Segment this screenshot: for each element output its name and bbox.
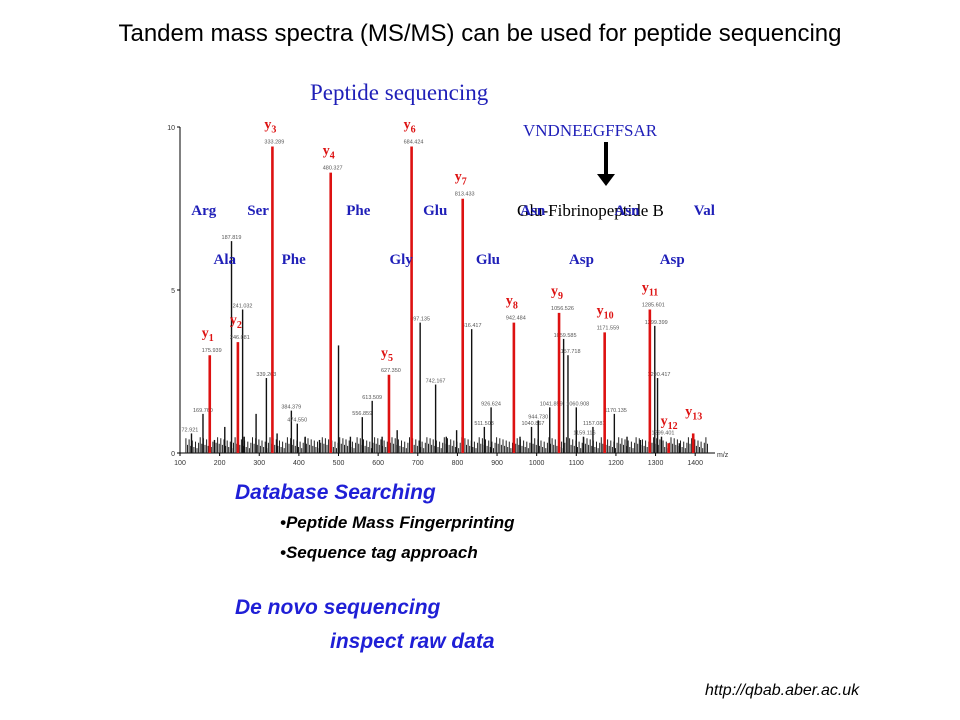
residue-label: Phe: [282, 252, 307, 268]
y-ion-label: y12: [661, 414, 678, 432]
x-tick-label: 700: [412, 460, 424, 467]
peak-mass-label: 684.424: [404, 140, 424, 146]
peak-mass-label: 246.081: [230, 335, 250, 341]
down-arrow-icon: [597, 142, 615, 186]
peak-mass-label: 480.327: [323, 166, 343, 172]
y-ion-label: y8: [506, 294, 518, 312]
peak-mass-label: 333.289: [264, 140, 284, 146]
peak-mass-label: 241.032: [233, 304, 253, 310]
peak-mass-label: 175.939: [202, 348, 222, 354]
peptide-sequence: VNDNEEGFFSAR: [523, 121, 658, 140]
chart-title: Peptide sequencing: [310, 80, 489, 105]
peak-mass-label: 1170.135: [604, 408, 627, 414]
y-ion-label: y13: [685, 404, 702, 422]
residue-label: Glu: [423, 203, 447, 219]
peak-mass-label: 813.433: [455, 192, 475, 198]
peak-mass-label: 72.921: [181, 427, 198, 433]
peak-mass-label: 942.484: [506, 316, 526, 322]
source-url: http://qbab.aber.ac.uk: [705, 682, 860, 699]
x-tick-label: 300: [253, 460, 265, 467]
peak-mass-label: 613.509: [362, 395, 382, 401]
y-ion-label: y2: [230, 313, 242, 331]
peak-mass-label: 1171.559: [597, 325, 620, 331]
x-tick-label: 400: [293, 460, 305, 467]
y-ion-label: y6: [404, 118, 416, 136]
peak-mass-label: 627.350: [381, 368, 401, 374]
peak-mass-label: 926.624: [481, 401, 501, 407]
x-tick-label: 500: [333, 460, 345, 467]
peak-mass-label: 1059.585: [554, 333, 577, 339]
y-ion-label: y5: [381, 346, 393, 364]
database-searching-heading: Database Searching: [235, 481, 436, 504]
residue-labels: Arg Ala Ser Phe Phe Gly Glu Glu Asn Asp Asn Asp Val: [191, 203, 715, 268]
peak-mass-label: 474.550: [287, 418, 307, 424]
y-ion-label: y11: [642, 281, 658, 299]
denovo-heading: De novo sequencing: [235, 596, 441, 619]
residue-label: Gly: [389, 252, 413, 268]
denovo-subtext: inspect raw data: [330, 630, 495, 653]
peak-mass-label: 511.503: [474, 421, 493, 427]
x-tick-label: 1100: [569, 460, 584, 467]
y-ion-label: y4: [323, 144, 335, 162]
ms-spectrum-chart: Peptide sequencing VNDNEEGFFSAR Glu-Fibr…: [167, 80, 729, 467]
x-tick-label: 1200: [608, 460, 624, 467]
peak-mass-label: 556.859: [352, 411, 372, 417]
list-item: Sequence tag approach: [280, 543, 515, 563]
residue-label: Asp: [660, 252, 685, 268]
x-tick-label: 200: [214, 460, 226, 467]
x-axis-label: m/z: [717, 452, 729, 459]
y-ion-label: y10: [597, 303, 614, 321]
peak-mass-label: 1040.867: [522, 421, 545, 427]
list-item: Peptide Mass Fingerprinting: [280, 513, 515, 533]
chart-axes: 10 5 0 100 200 300 400 500 600 700 800 900 1000 1100 1…: [167, 125, 729, 467]
peak-mass-label: 1056.526: [551, 306, 574, 312]
peak-mass-label: 1285.601: [642, 303, 665, 309]
peak-mass-label: 384.379: [281, 405, 301, 411]
x-tick-label: 100: [174, 460, 186, 467]
x-tick-label: 1000: [529, 460, 545, 467]
peak-mass-label: 169.760: [193, 408, 213, 414]
y-tick-label: 5: [171, 288, 175, 295]
residue-label: Asn: [615, 203, 641, 219]
peak-mass-label: 187.819: [222, 235, 242, 241]
database-methods-list: Peptide Mass Fingerprinting Sequence tag…: [280, 513, 515, 573]
residue-label: Ala: [214, 252, 237, 268]
peak-mass-label: 816.417: [462, 323, 482, 329]
residue-label: Asp: [569, 252, 594, 268]
residue-label: Ser: [247, 203, 269, 219]
peak-mass-label: 1290.417: [648, 372, 671, 378]
peak-mass-label: 1060.908: [566, 401, 589, 407]
residue-label: Glu: [476, 252, 500, 268]
peak-mass-label: 697.135: [410, 317, 430, 323]
x-tick-label: 1400: [687, 460, 703, 467]
x-tick-label: 800: [452, 460, 464, 467]
compound-name: Glu-Fibrinopeptide B: [517, 201, 664, 220]
peak-mass-label: 742.167: [426, 379, 446, 385]
peak-mass-label: 1299.399: [645, 320, 668, 326]
peak-mass-label: 339.263: [256, 372, 276, 378]
y-ion-label: y3: [264, 118, 276, 136]
residue-label: Phe: [346, 203, 371, 219]
x-tick-label: 900: [491, 460, 503, 467]
x-tick-label: 600: [372, 460, 384, 467]
y-ion-label: y9: [551, 284, 563, 302]
y-tick-label: 0: [171, 451, 175, 458]
y-tick-label: 10: [167, 125, 175, 132]
slide-title: Tandem mass spectra (MS/MS) can be used …: [118, 20, 842, 47]
peak-mass-label: 944.730: [528, 414, 548, 420]
y-ion-label: y1: [202, 326, 214, 344]
peak-mass-label: 1159.116: [573, 431, 595, 437]
peak-mass-label: 1041.859: [540, 401, 563, 407]
peak-mass-label: 1157.718: [558, 349, 581, 355]
chart-peaks: 72.921 169.760 187.819 241.032 339.263 384.37…: [181, 118, 708, 453]
residue-label: Asn: [520, 203, 546, 219]
residue-label: Val: [694, 203, 715, 219]
residue-label: Arg: [191, 203, 216, 219]
peak-mass-label: 1299.401: [652, 431, 675, 437]
x-tick-label: 1300: [648, 460, 664, 467]
peak-mass-label: 1157.081: [583, 421, 606, 427]
y-ion-label: y7: [455, 170, 467, 188]
